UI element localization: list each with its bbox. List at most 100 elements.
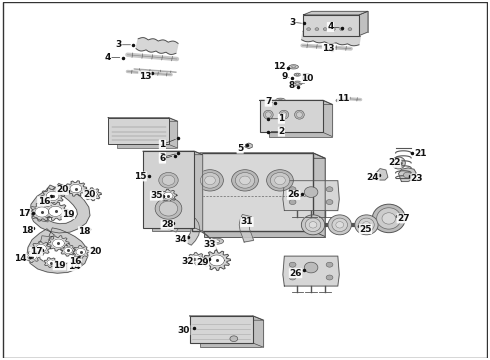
Text: 15: 15 [134,172,147,181]
Ellipse shape [205,176,216,185]
Bar [303,15,359,36]
Polygon shape [70,184,82,193]
Polygon shape [29,203,54,221]
Ellipse shape [159,201,178,216]
Ellipse shape [336,222,343,228]
Polygon shape [24,251,40,262]
Ellipse shape [377,208,401,229]
Text: 26: 26 [289,269,302,278]
Polygon shape [33,236,49,254]
Ellipse shape [355,215,378,235]
Text: 16: 16 [69,257,81,266]
Text: 9: 9 [282,72,288,81]
Text: 2: 2 [159,153,166,162]
Ellipse shape [302,73,311,77]
Bar [143,151,194,228]
Text: 21: 21 [415,149,427,158]
Ellipse shape [372,204,405,233]
Ellipse shape [296,74,299,75]
Text: 28: 28 [161,220,173,229]
Ellipse shape [296,112,302,118]
Polygon shape [143,151,203,155]
Text: 24: 24 [367,173,379,182]
Ellipse shape [328,215,351,235]
Circle shape [326,262,333,267]
Polygon shape [136,37,178,54]
Text: 33: 33 [204,239,216,248]
Text: 31: 31 [241,217,253,226]
Text: 3: 3 [116,40,122,49]
Polygon shape [28,254,36,260]
Ellipse shape [159,172,178,188]
Polygon shape [27,228,88,273]
Bar [152,155,203,231]
Circle shape [315,28,319,31]
Circle shape [340,28,343,31]
Ellipse shape [214,240,220,243]
Circle shape [348,28,352,31]
Polygon shape [43,202,68,220]
Ellipse shape [304,262,318,273]
Text: 19: 19 [53,261,66,270]
Polygon shape [174,153,182,160]
Polygon shape [46,191,59,201]
Ellipse shape [281,112,287,118]
Text: 29: 29 [196,258,209,267]
Ellipse shape [162,175,175,185]
Polygon shape [65,181,87,196]
Text: 2: 2 [278,127,285,136]
Circle shape [230,336,238,342]
Polygon shape [64,247,73,253]
Bar [190,316,253,343]
Ellipse shape [359,218,374,231]
Polygon shape [35,207,49,217]
Polygon shape [61,245,76,256]
Text: 18: 18 [21,226,34,235]
Text: 14: 14 [14,254,27,263]
Polygon shape [194,151,203,231]
Bar [117,121,177,148]
Polygon shape [52,239,64,248]
Text: 6: 6 [159,154,166,163]
Polygon shape [359,11,368,36]
Text: 1: 1 [159,140,166,149]
Polygon shape [253,316,264,347]
Text: 14: 14 [68,262,80,271]
Polygon shape [323,100,332,136]
Polygon shape [203,251,230,270]
Text: 1: 1 [278,114,285,123]
Circle shape [323,28,327,31]
Text: 27: 27 [397,214,410,223]
Text: 16: 16 [38,197,50,206]
Text: 3: 3 [290,18,296,27]
Circle shape [326,275,333,280]
Polygon shape [88,191,97,198]
Text: 18: 18 [78,227,91,236]
Polygon shape [31,241,50,256]
Ellipse shape [232,170,258,191]
Ellipse shape [309,222,317,228]
Ellipse shape [196,170,223,191]
Ellipse shape [304,187,318,197]
Text: 11: 11 [337,94,349,103]
Polygon shape [108,118,177,121]
Circle shape [307,28,311,31]
Text: 25: 25 [359,225,372,234]
Text: 13: 13 [322,44,335,53]
Circle shape [289,275,296,280]
Text: 10: 10 [301,74,314,83]
Polygon shape [44,258,57,267]
Ellipse shape [382,213,395,224]
Bar [200,320,264,347]
Ellipse shape [279,110,289,119]
Polygon shape [398,168,416,181]
Text: 34: 34 [174,235,187,244]
Ellipse shape [294,110,304,119]
Polygon shape [76,248,86,255]
Circle shape [289,187,296,192]
Polygon shape [30,184,90,233]
Polygon shape [188,253,205,265]
Polygon shape [36,244,46,252]
Ellipse shape [394,159,402,166]
Polygon shape [190,316,264,320]
